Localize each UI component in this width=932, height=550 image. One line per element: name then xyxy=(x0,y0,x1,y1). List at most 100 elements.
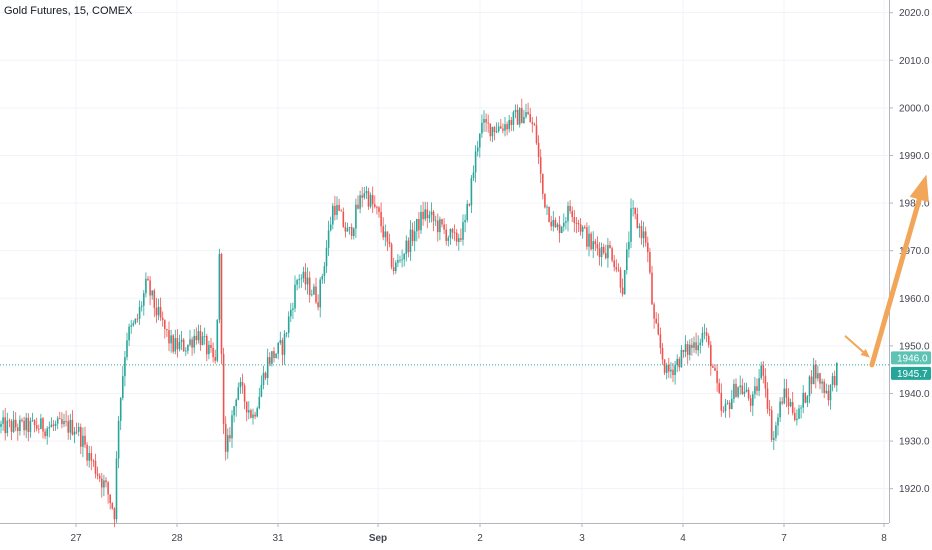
candle-up xyxy=(54,423,57,426)
candle-up xyxy=(346,228,349,232)
candle-up xyxy=(779,401,781,418)
candle-up xyxy=(552,220,555,227)
candle-up xyxy=(0,423,2,427)
candle-up xyxy=(514,109,517,113)
candle-up xyxy=(567,205,569,222)
candle-down xyxy=(17,427,19,432)
x-tick-label: 3 xyxy=(579,533,585,544)
candle-up xyxy=(420,211,422,231)
candle-down xyxy=(691,344,693,348)
candle-up xyxy=(680,349,683,368)
candle-down xyxy=(168,330,170,344)
candle-up xyxy=(565,221,567,223)
candle-up xyxy=(140,305,143,307)
candle-up xyxy=(626,249,628,271)
candle-up xyxy=(416,218,418,232)
candle-down xyxy=(747,389,750,399)
candle-down xyxy=(338,204,340,211)
candle-up xyxy=(508,120,510,130)
candle-up xyxy=(563,222,565,227)
candle-up xyxy=(739,385,741,388)
candle-down xyxy=(153,290,156,308)
candle-up xyxy=(227,435,229,452)
price-tag-background xyxy=(891,351,931,365)
candle-down xyxy=(527,112,529,114)
candle-down xyxy=(96,473,99,476)
candle-up xyxy=(588,233,590,247)
candle-down xyxy=(342,211,345,227)
candle-up xyxy=(252,414,254,418)
x-tick-label: 27 xyxy=(70,533,82,544)
candle-up xyxy=(31,420,34,422)
candle-down xyxy=(569,205,571,212)
candle-down xyxy=(376,206,378,208)
candle-down xyxy=(308,277,311,296)
candle-up xyxy=(69,419,72,433)
candle-up xyxy=(306,277,309,285)
candle-down xyxy=(159,306,162,318)
candle-up xyxy=(185,350,187,352)
candle-down xyxy=(605,252,607,259)
candle-up xyxy=(82,435,84,447)
y-tick-label: 2010.0 xyxy=(899,56,930,67)
candle-down xyxy=(101,478,103,488)
candle-down xyxy=(212,347,214,358)
y-tick-label: 1980.0 xyxy=(899,199,930,210)
candle-down xyxy=(340,210,342,212)
candle-up xyxy=(808,376,811,397)
candle-down xyxy=(728,402,731,409)
candle-down xyxy=(315,286,317,303)
candle-down xyxy=(80,426,82,447)
candle-up xyxy=(231,415,233,439)
y-tick-label: 1950.0 xyxy=(899,341,930,352)
candle-down xyxy=(827,390,830,401)
candle-down xyxy=(10,421,13,432)
candle-up xyxy=(355,204,357,229)
candle-up xyxy=(699,342,702,346)
candle-down xyxy=(794,412,796,420)
candle-down xyxy=(531,122,534,124)
candle-down xyxy=(659,334,662,348)
candle-down xyxy=(460,238,462,240)
candle-up xyxy=(292,308,294,310)
candle-down xyxy=(380,211,382,227)
candle-up xyxy=(693,342,695,348)
candle-down xyxy=(38,428,40,430)
candle-up xyxy=(2,417,4,424)
candle-down xyxy=(111,503,114,509)
candle-down xyxy=(577,222,580,225)
candle-up xyxy=(817,373,819,379)
candle-up xyxy=(327,230,330,248)
candle-down xyxy=(653,304,655,319)
candle-up xyxy=(187,344,189,351)
candle-down xyxy=(220,253,223,354)
candle-up xyxy=(313,286,315,295)
candle-down xyxy=(14,419,17,428)
candle-up xyxy=(697,345,699,351)
candle-down xyxy=(781,401,783,404)
candles-group xyxy=(0,98,838,528)
candle-down xyxy=(657,323,660,335)
candle-up xyxy=(760,365,762,379)
candle-down xyxy=(804,392,807,403)
candle-up xyxy=(180,339,183,343)
candle-down xyxy=(334,205,336,215)
candle-up xyxy=(726,402,729,404)
candle-down xyxy=(176,338,179,350)
candle-up xyxy=(170,335,172,344)
candle-up xyxy=(117,420,120,459)
candle-down xyxy=(407,240,410,253)
candle-down xyxy=(42,418,44,432)
candle-up xyxy=(462,222,464,240)
candle-up xyxy=(497,126,500,132)
candle-up xyxy=(25,417,27,431)
candle-up xyxy=(103,480,105,488)
candle-down xyxy=(636,214,639,228)
candle-down xyxy=(113,508,116,520)
y-tick-label: 1940.0 xyxy=(899,389,930,400)
candle-up xyxy=(397,260,399,263)
candle-up xyxy=(476,147,479,152)
candle-down xyxy=(437,220,439,233)
candle-up xyxy=(384,231,387,238)
